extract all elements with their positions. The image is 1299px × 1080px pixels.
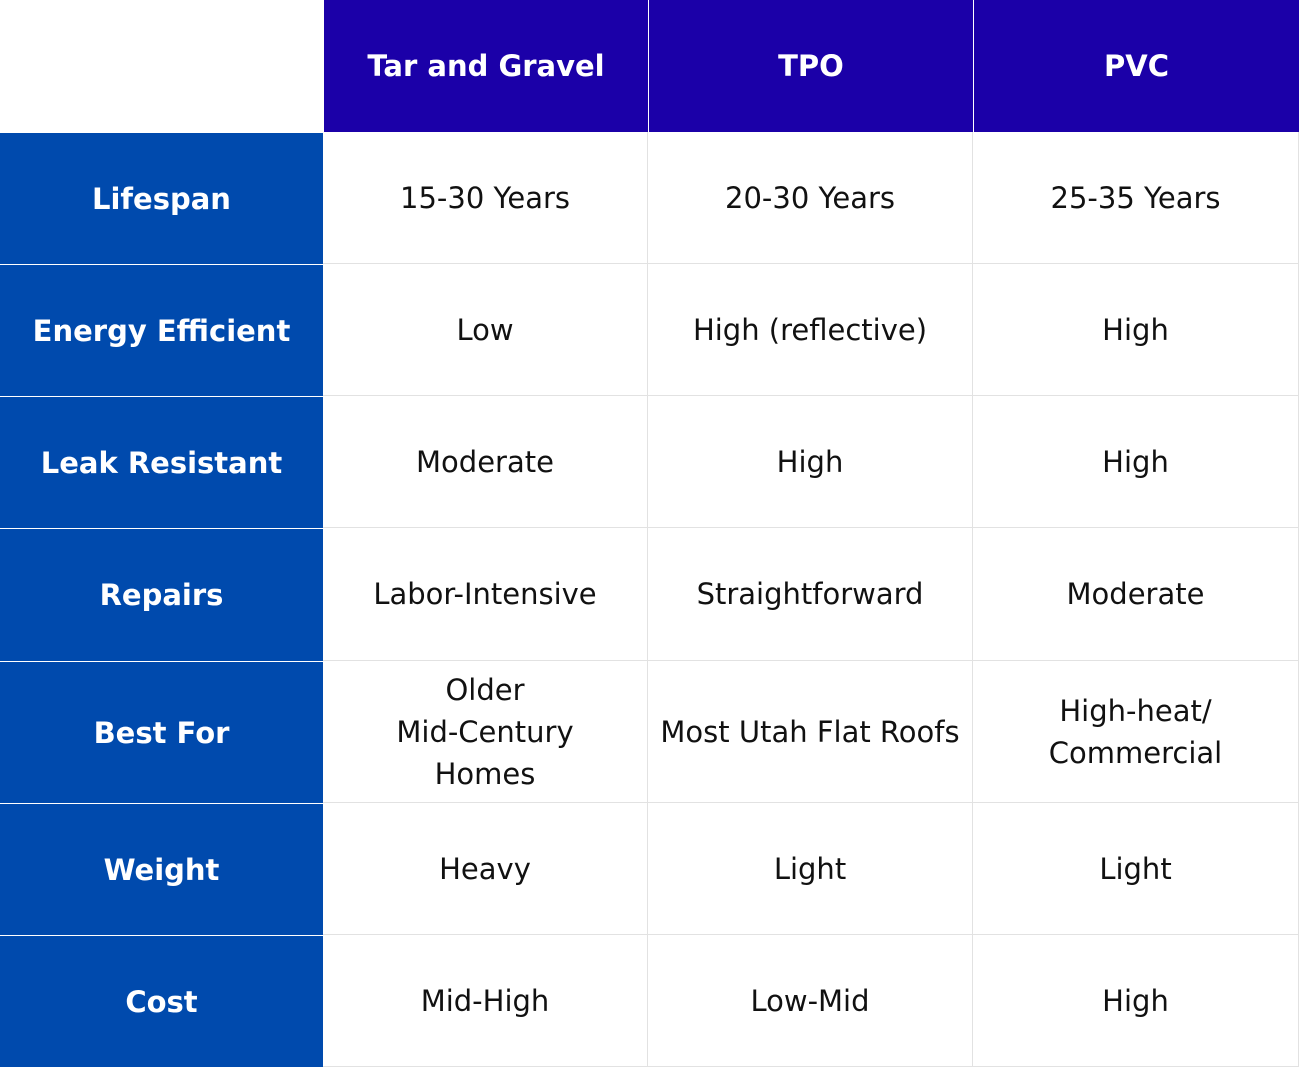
table-cell: Older Mid-Century Homes: [323, 661, 648, 803]
table-cell: 20-30 Years: [648, 132, 973, 264]
table-cell: High (reflective): [648, 264, 973, 396]
table-cell: Moderate: [323, 396, 648, 528]
table-cell: High: [648, 396, 973, 528]
column-header: PVC: [973, 0, 1299, 132]
row-header: Lifespan: [0, 132, 323, 264]
table-cell: Heavy: [323, 803, 648, 935]
table-cell: Most Utah Flat Roofs: [648, 661, 973, 803]
column-header: Tar and Gravel: [323, 0, 648, 132]
table-cell: Moderate: [973, 528, 1299, 661]
row-header: Best For: [0, 661, 323, 803]
table-cell: Low-Mid: [648, 935, 973, 1067]
table-cell: Low: [323, 264, 648, 396]
row-header: Leak Resistant: [0, 396, 323, 528]
table-cell: High: [973, 264, 1299, 396]
row-header: Weight: [0, 803, 323, 935]
row-header: Energy Efficient: [0, 264, 323, 396]
row-header: Cost: [0, 935, 323, 1067]
table-cell: 15-30 Years: [323, 132, 648, 264]
column-header: TPO: [648, 0, 973, 132]
table-cell: High: [973, 396, 1299, 528]
table-cell: Straightforward: [648, 528, 973, 661]
table-cell: High: [973, 935, 1299, 1067]
table-cell: Labor-Intensive: [323, 528, 648, 661]
table-cell: High-heat/ Commercial: [973, 661, 1299, 803]
table-cell: Light: [973, 803, 1299, 935]
corner-cell: [0, 0, 323, 132]
table-cell: Mid-High: [323, 935, 648, 1067]
row-header: Repairs: [0, 528, 323, 661]
table-cell: 25-35 Years: [973, 132, 1299, 264]
table-cell: Light: [648, 803, 973, 935]
